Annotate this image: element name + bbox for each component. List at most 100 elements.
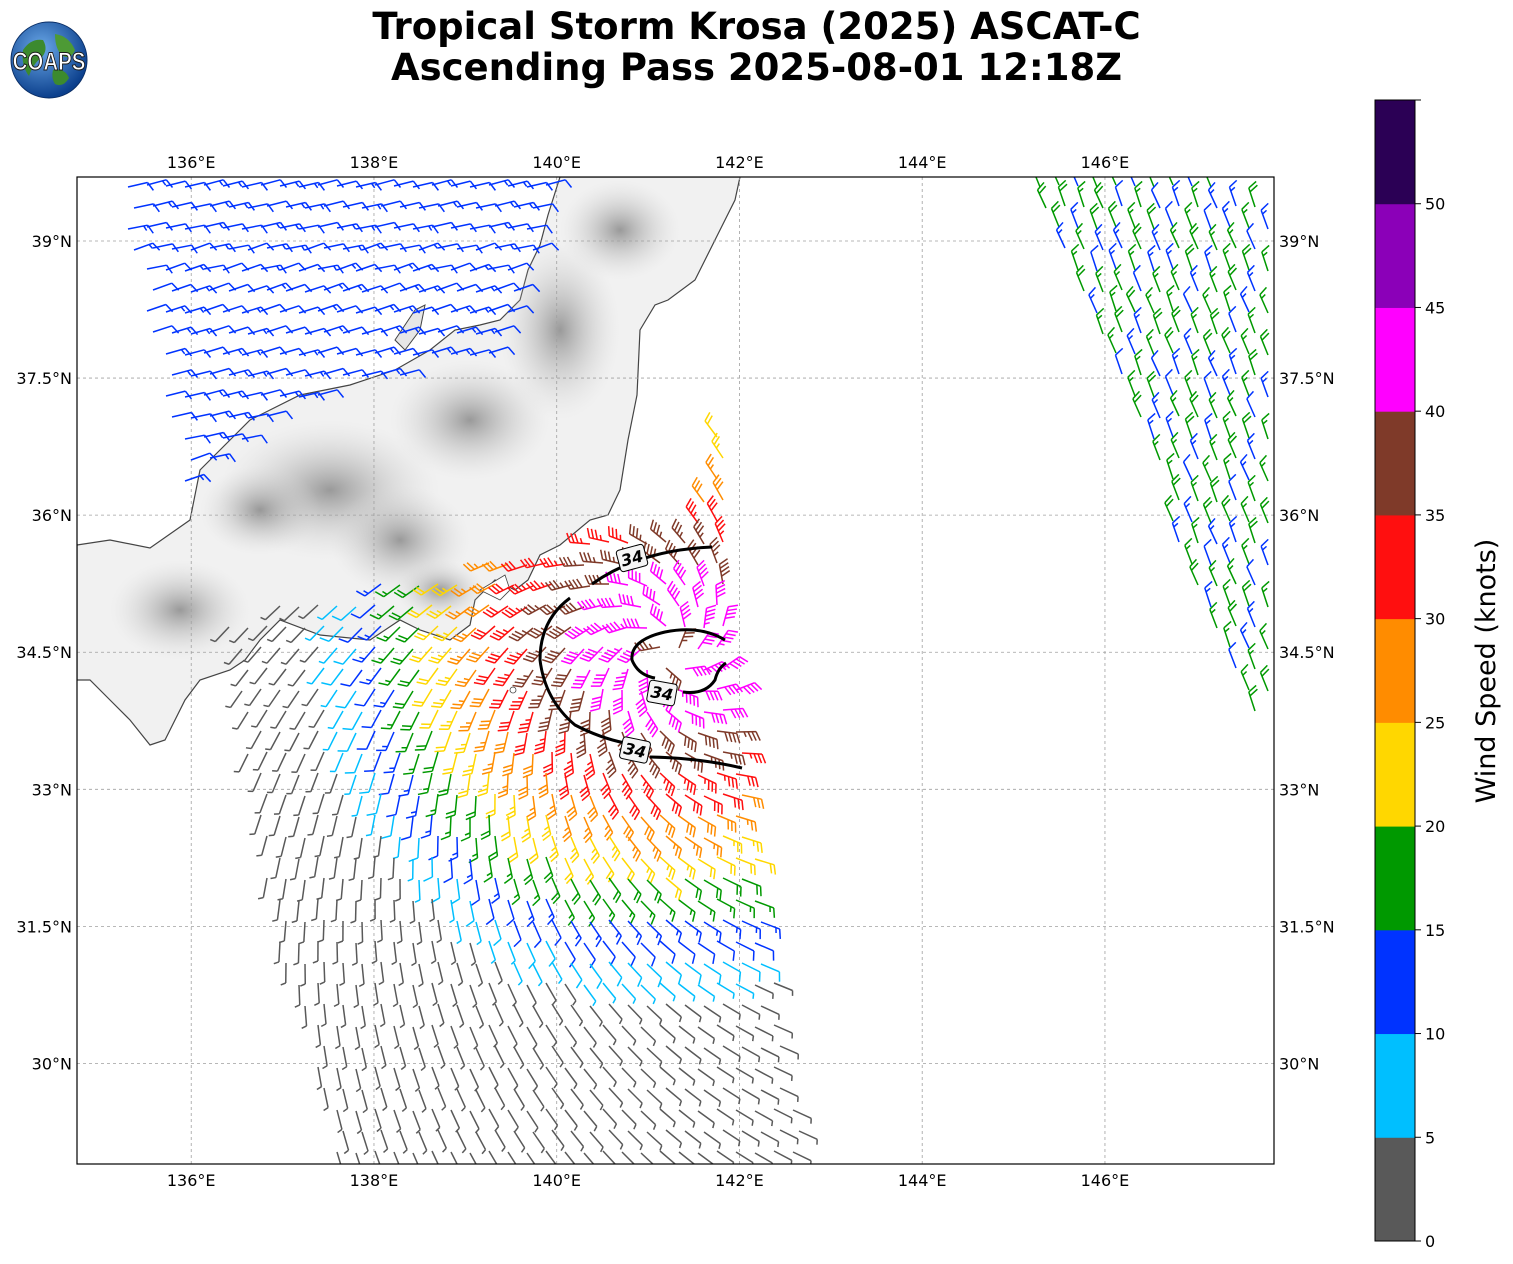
wind-barb: [241, 349, 269, 358]
wind-barb: [564, 578, 591, 590]
wind-barb: [703, 660, 731, 674]
wind-barb: [1259, 454, 1269, 482]
wind-barb: [526, 942, 536, 970]
wind-barb: [773, 982, 794, 996]
wind-barb: [602, 1066, 617, 1088]
wind-barb: [537, 709, 553, 733]
wind-barb: [741, 1046, 761, 1063]
wind-barb: [330, 899, 338, 923]
wind-barb: [314, 835, 325, 858]
wind-barb: [718, 558, 731, 585]
wind-barb: [463, 858, 474, 885]
wind-barb: [518, 774, 529, 800]
wind-barb: [1170, 431, 1180, 459]
wind-barb: [754, 984, 774, 999]
wind-barb: [526, 1110, 539, 1133]
wind-barb: [457, 774, 471, 799]
wind-barb: [773, 1066, 793, 1082]
colorbar-tick-label: 10: [1425, 1025, 1445, 1044]
wind-barb: [412, 349, 440, 358]
wind-barb: [665, 961, 683, 985]
lat-tick-label-left: 34.5°N: [16, 643, 72, 662]
wind-barb: [678, 941, 696, 964]
wind-barb: [405, 795, 420, 819]
wind-barb: [293, 795, 306, 817]
wind-barb: [1246, 558, 1256, 586]
wind-barb: [380, 1045, 387, 1070]
wind-barb: [342, 1088, 349, 1113]
wind-barb: [494, 1003, 504, 1027]
wind-barb: [1169, 389, 1180, 417]
wind-barb: [1184, 411, 1195, 439]
wind-barb: [233, 753, 249, 773]
wind-barb: [1127, 243, 1137, 271]
wind-barb: [488, 940, 497, 965]
wind-barb: [1202, 286, 1212, 314]
wind-barb: [399, 1130, 408, 1154]
wind-barb: [741, 752, 767, 764]
wind-barb: [566, 794, 578, 822]
wind-barb: [735, 730, 761, 742]
wind-barb: [697, 1110, 715, 1129]
wind-barb: [532, 1131, 545, 1154]
wind-barb: [454, 669, 477, 688]
wind-barb: [1261, 244, 1270, 272]
wind-barb: [266, 410, 294, 420]
wind-barb: [1145, 286, 1155, 314]
wind-barb: [722, 604, 739, 627]
wind-barb: [339, 962, 346, 986]
wind-barb: [411, 942, 417, 967]
wind-barb: [1221, 326, 1231, 354]
wind-barb: [171, 326, 199, 336]
wind-barb: [488, 982, 498, 1006]
wind-barb: [443, 857, 454, 884]
wind-barb: [456, 1088, 466, 1112]
wind-barb: [342, 326, 370, 336]
wind-barb: [279, 347, 307, 357]
wind-barb: [304, 370, 332, 380]
wind-barb: [456, 1130, 467, 1154]
wind-barb: [678, 899, 696, 922]
wind-barb: [665, 919, 683, 943]
wind-barb: [374, 1108, 382, 1133]
wind-barb: [437, 961, 444, 986]
wind-barb: [678, 983, 696, 1002]
wind-barb: [716, 982, 735, 999]
wind-barb: [521, 816, 532, 843]
wind-barb: [266, 626, 287, 643]
wind-barb: [526, 1152, 539, 1164]
wind-barb: [1246, 432, 1256, 460]
wind-barb: [241, 434, 268, 444]
wind-barb: [564, 857, 574, 885]
wind-barb: [570, 1046, 584, 1069]
wind-barb: [513, 1046, 525, 1070]
wind-barb: [685, 497, 699, 524]
wind-barb: [291, 900, 300, 924]
wind-barb: [282, 690, 300, 709]
wind-barb: [437, 773, 452, 797]
wind-barb: [684, 836, 703, 859]
wind-barb: [1248, 684, 1258, 712]
wind-barb: [203, 389, 231, 398]
map-frame: [76, 176, 1275, 1165]
wind-barb: [649, 519, 667, 543]
wind-barb: [422, 751, 439, 774]
wind-barb: [1184, 243, 1195, 271]
wind-barb: [1228, 473, 1237, 501]
wind-barb: [566, 532, 591, 545]
wind-barb: [393, 180, 421, 190]
wind-barb: [1050, 177, 1060, 186]
lat-tick-label-right: 36°N: [1279, 506, 1319, 525]
wind-barb: [165, 180, 193, 190]
wind-barb: [312, 793, 325, 815]
wind-barb: [328, 857, 338, 880]
wind-barb: [352, 646, 376, 663]
wind-barb: [1207, 517, 1218, 545]
wind-barb: [1239, 285, 1250, 313]
wind-barb: [374, 221, 402, 231]
wind-barb: [324, 773, 338, 794]
wind-barb: [437, 1129, 447, 1153]
wind-barb: [590, 667, 610, 687]
wind-barb: [488, 1150, 500, 1164]
wind-barb: [1202, 496, 1213, 524]
